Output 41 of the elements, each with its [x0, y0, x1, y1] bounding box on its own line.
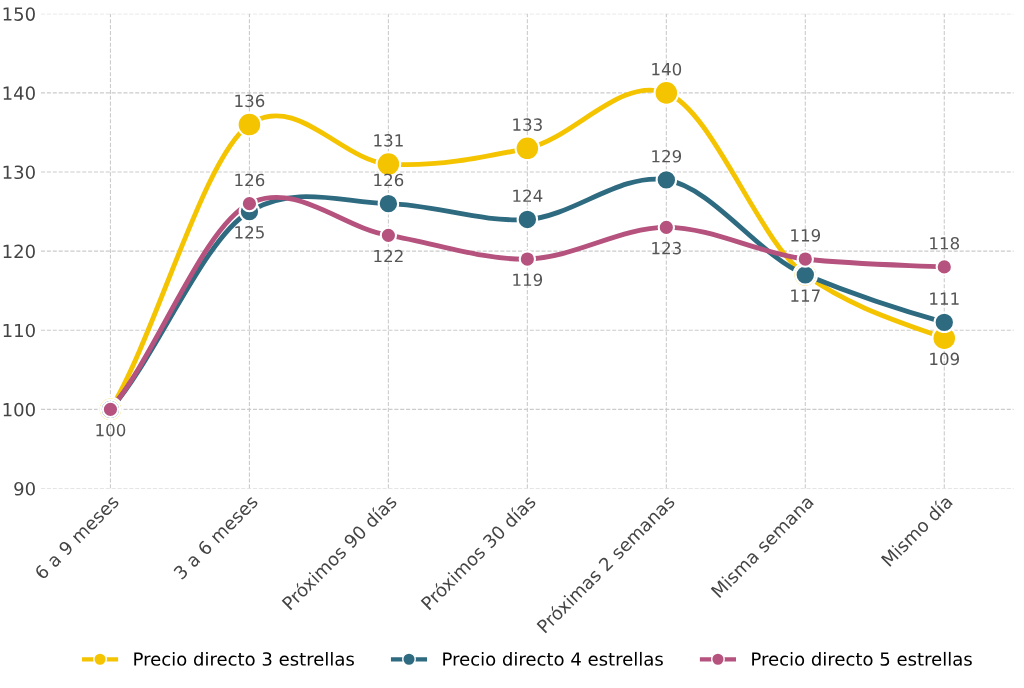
- data-label: 129: [652, 149, 682, 163]
- data-label: 124: [513, 189, 543, 202]
- data-label: 123: [652, 241, 681, 255]
- point: [933, 311, 956, 334]
- data-label: 122: [374, 249, 403, 263]
- y-tick-label: 120: [3, 244, 35, 259]
- data-label: 140: [652, 62, 682, 76]
- point: [653, 80, 680, 106]
- y-tick-label: 150: [3, 7, 35, 21]
- data-label: 100: [96, 423, 126, 437]
- data-label: 119: [513, 273, 543, 287]
- data-label: 133: [513, 118, 542, 131]
- point: [657, 218, 676, 237]
- data-label: 118: [930, 236, 960, 250]
- data-label: 136: [235, 94, 265, 108]
- legend-label: Precio directo 5 estrellas: [752, 651, 972, 666]
- data-label: 131: [374, 134, 403, 147]
- data-label: 117: [791, 289, 820, 302]
- data-label: 109: [930, 352, 960, 366]
- data-label: 111: [930, 292, 959, 305]
- point: [379, 226, 398, 244]
- y-tick-label: 90: [14, 481, 35, 496]
- point: [240, 194, 259, 213]
- y-tick-label: 130: [3, 165, 35, 180]
- point: [236, 111, 263, 138]
- data-label: 126: [235, 173, 265, 187]
- point: [516, 208, 539, 231]
- data-label: 125: [235, 226, 264, 239]
- point: [377, 192, 400, 215]
- point: [514, 135, 541, 162]
- point: [655, 169, 678, 191]
- data-label: 126: [374, 173, 404, 187]
- legend-label: Precio directo 4 estrellas: [443, 651, 663, 666]
- data-label: 119: [791, 229, 821, 242]
- y-tick-label: 110: [3, 323, 35, 338]
- y-tick-label: 140: [3, 86, 35, 100]
- point: [935, 258, 953, 276]
- point: [518, 250, 537, 268]
- legend-label: Precio directo 3 estrellas: [134, 651, 354, 666]
- point: [796, 250, 814, 268]
- y-tick-label: 100: [3, 402, 35, 417]
